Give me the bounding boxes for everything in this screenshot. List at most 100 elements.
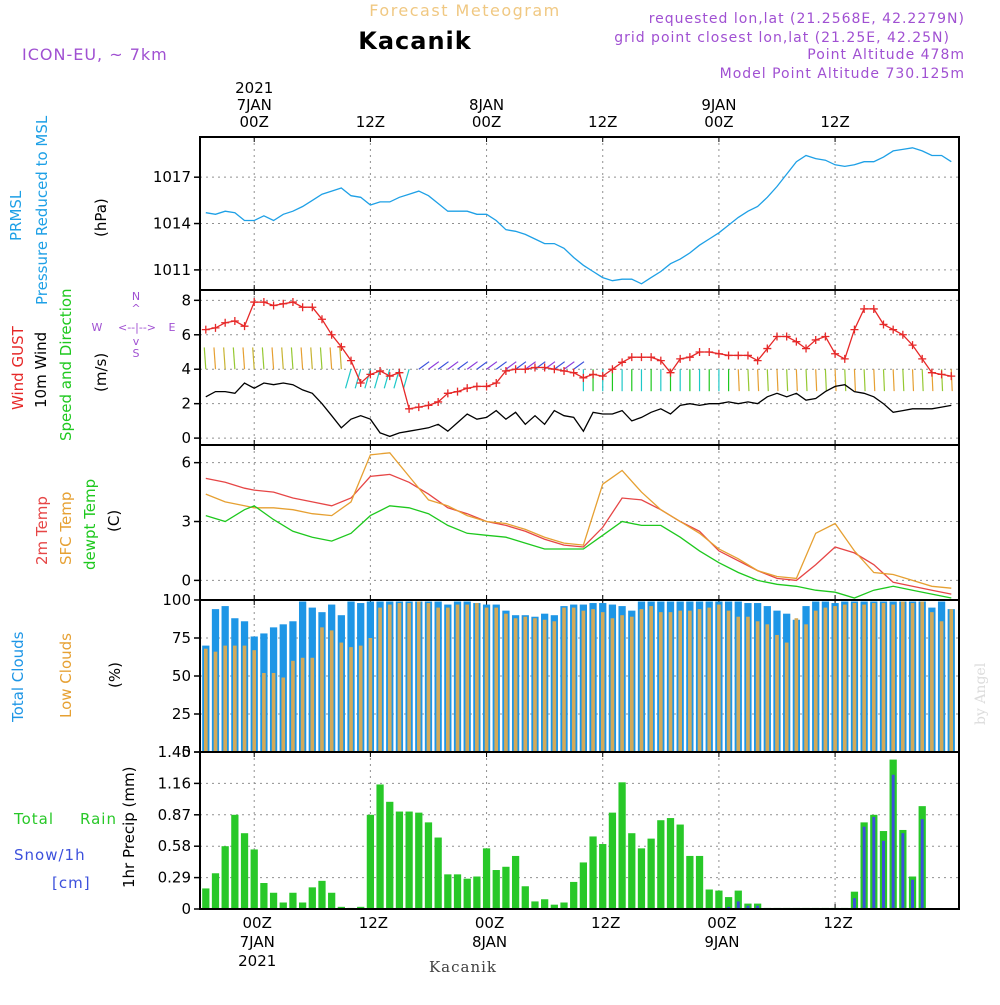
wind-arrow bbox=[223, 347, 226, 370]
wind-arrow bbox=[252, 347, 255, 370]
low-cloud-bar bbox=[262, 672, 266, 752]
snow-bar bbox=[891, 774, 895, 909]
low-clouds-label: Low Clouds bbox=[57, 633, 75, 718]
rain-bar bbox=[676, 824, 684, 909]
y-tick-label: 100 bbox=[162, 591, 191, 609]
gust-marker bbox=[734, 351, 743, 360]
speed-direction-label: Speed and Direction bbox=[57, 288, 75, 441]
rain-bar bbox=[415, 812, 423, 909]
wind-arrow bbox=[747, 369, 750, 392]
low-cloud-bar bbox=[203, 648, 208, 752]
snow-bar bbox=[862, 826, 866, 909]
gust-marker bbox=[918, 354, 927, 363]
wind-arrow bbox=[213, 347, 217, 370]
gust-marker bbox=[501, 366, 510, 375]
low-cloud-bar bbox=[765, 624, 770, 752]
low-cloud-bar bbox=[852, 603, 857, 752]
prmsl-desc-label: Pressure Reduced to MSL bbox=[33, 115, 51, 305]
precip-frame bbox=[199, 751, 960, 910]
y-tick-label: 1011 bbox=[153, 261, 191, 279]
model-label: ICON-EU, ~ 7km bbox=[22, 45, 168, 64]
low-cloud-bar bbox=[562, 607, 566, 752]
gust-marker bbox=[395, 368, 404, 377]
top-time-label: 12Z bbox=[588, 113, 617, 131]
wind-arrow bbox=[476, 361, 488, 370]
wind-arrow bbox=[329, 347, 333, 370]
compass-arrow-up-icon: ^ bbox=[131, 302, 140, 315]
gust-marker bbox=[947, 372, 956, 381]
y-tick-label: 1.45 bbox=[158, 743, 191, 761]
wind-arrow bbox=[495, 361, 507, 370]
gust-label: Wind GUST bbox=[9, 325, 27, 410]
y-tick-label: 6 bbox=[181, 454, 191, 472]
low-cloud-bar bbox=[629, 616, 634, 752]
wind-arrow bbox=[457, 361, 469, 370]
temp2m-label: 2m Temp bbox=[33, 496, 51, 565]
bottom-time-label: 12Z bbox=[823, 914, 852, 932]
y-tick-label: 3 bbox=[181, 513, 191, 531]
wind-arrow bbox=[553, 361, 566, 370]
rain-bar bbox=[686, 855, 694, 909]
snow-bar bbox=[911, 879, 914, 909]
low-cloud-bar bbox=[436, 607, 440, 752]
low-cloud-bar bbox=[426, 603, 431, 752]
wind-label: 10m Wind bbox=[32, 332, 50, 408]
rain-bar bbox=[395, 811, 404, 909]
wind-arrow bbox=[892, 369, 895, 392]
gust-marker bbox=[618, 358, 627, 367]
wind-arrow bbox=[339, 347, 342, 370]
wind-arrow bbox=[757, 369, 760, 392]
gust-marker bbox=[298, 303, 307, 312]
low-cloud-bar bbox=[349, 647, 353, 752]
sfc-temp-label: SFC Temp bbox=[57, 492, 75, 565]
gust-marker bbox=[279, 299, 288, 308]
low-cloud-bar bbox=[746, 616, 750, 752]
wind-arrow bbox=[776, 369, 779, 392]
gust-marker bbox=[860, 304, 869, 313]
rain-bar bbox=[279, 902, 287, 909]
rain-bar bbox=[463, 878, 471, 909]
wind-arrow bbox=[863, 369, 866, 392]
location-name: Kacanik bbox=[358, 27, 472, 55]
percent-unit-label: (%) bbox=[106, 662, 124, 688]
low-cloud-bar bbox=[455, 604, 460, 752]
wind-arrow bbox=[815, 369, 818, 392]
wind-arrow bbox=[737, 369, 740, 392]
gust-marker bbox=[434, 397, 443, 406]
low-cloud-bar bbox=[368, 638, 373, 752]
bottom-time-label: 12Z bbox=[359, 914, 388, 932]
low-cloud-bar bbox=[920, 601, 925, 752]
wind-arrow bbox=[344, 369, 352, 389]
rain-bar bbox=[260, 883, 268, 909]
rain-bar bbox=[376, 784, 384, 909]
rain-bar bbox=[366, 814, 375, 909]
gust-marker bbox=[540, 363, 549, 372]
gust-marker bbox=[269, 301, 278, 310]
gust-marker bbox=[405, 404, 414, 413]
gust-marker bbox=[482, 382, 491, 391]
rain-label: Rain bbox=[80, 810, 117, 828]
low-cloud-bar bbox=[736, 616, 741, 752]
low-cloud-bar bbox=[697, 609, 702, 752]
snow-bar bbox=[852, 898, 856, 909]
gust-marker bbox=[492, 379, 501, 387]
gust-marker bbox=[666, 368, 675, 377]
low-cloud-bar bbox=[910, 603, 915, 752]
rain-bar bbox=[608, 812, 617, 909]
low-cloud-bar bbox=[233, 645, 237, 752]
temp-panel: 0 3 6 bbox=[181, 444, 960, 601]
y-tick-label: 1017 bbox=[153, 168, 191, 186]
gust-marker bbox=[898, 330, 907, 339]
wind-arrow bbox=[515, 361, 527, 370]
snow-bar bbox=[746, 905, 750, 909]
top-time-label: 00Z bbox=[704, 113, 733, 131]
low-cloud-bar bbox=[678, 610, 682, 752]
wind-arrow bbox=[902, 369, 905, 392]
y-tick-label: 0 bbox=[181, 429, 191, 447]
dewpt-label: dewpt Temp bbox=[81, 479, 99, 570]
rain-bar bbox=[240, 833, 249, 909]
low-cloud-bar bbox=[387, 604, 392, 752]
pressure-line bbox=[205, 147, 952, 285]
gust-marker bbox=[443, 389, 452, 398]
wind-arrow bbox=[310, 347, 313, 370]
